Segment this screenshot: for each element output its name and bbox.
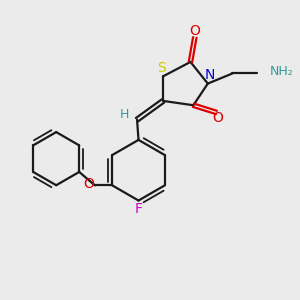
Text: O: O bbox=[212, 111, 223, 125]
Text: O: O bbox=[83, 177, 94, 191]
Text: F: F bbox=[134, 202, 142, 216]
Text: NH₂: NH₂ bbox=[270, 65, 294, 78]
Text: H: H bbox=[120, 108, 130, 121]
Text: O: O bbox=[189, 24, 200, 38]
Text: S: S bbox=[157, 61, 165, 75]
Text: N: N bbox=[205, 68, 215, 83]
